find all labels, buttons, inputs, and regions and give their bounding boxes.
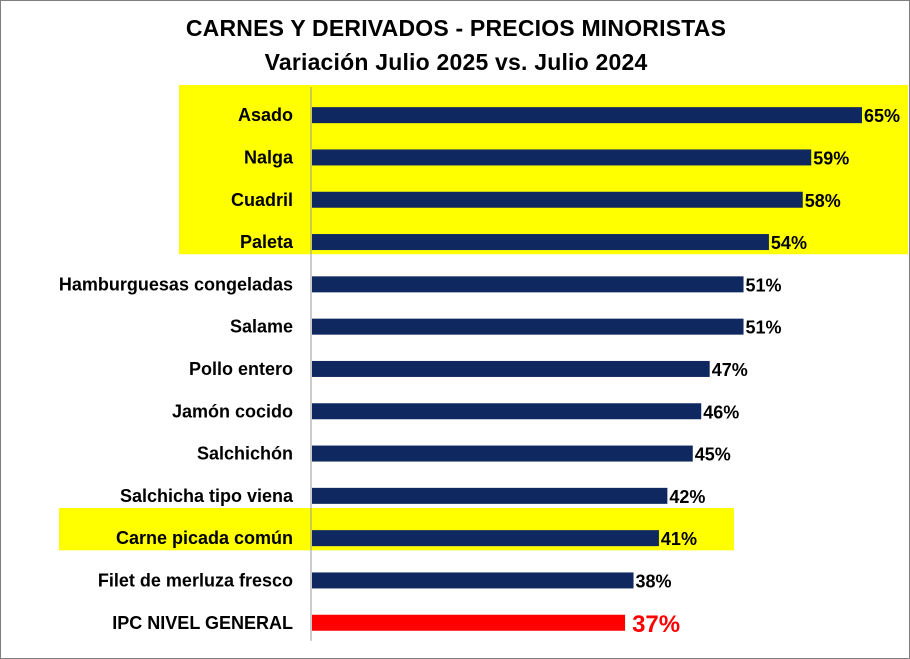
value-label: 51%	[746, 318, 782, 338]
value-label: 58%	[805, 191, 841, 211]
value-label: 47%	[712, 360, 748, 380]
category-label: Filet de merluza fresco	[98, 570, 293, 590]
category-label: Paleta	[240, 232, 294, 252]
value-label: 46%	[703, 402, 739, 422]
bar	[312, 234, 769, 251]
reference-bar	[312, 614, 626, 631]
value-label: 51%	[746, 275, 782, 295]
category-label: Carne picada común	[116, 528, 293, 548]
category-label: Salchichón	[197, 444, 293, 464]
value-label: 41%	[661, 529, 697, 549]
value-label: 59%	[813, 148, 849, 168]
category-label: Jamón cocido	[172, 401, 293, 421]
value-label: 65%	[864, 106, 900, 126]
category-label: Hamburguesas congeladas	[59, 274, 293, 294]
value-label: 45%	[695, 445, 731, 465]
bar	[312, 360, 710, 377]
bar	[312, 572, 634, 589]
bar	[312, 276, 744, 293]
value-label: 42%	[669, 487, 705, 507]
category-label: Nalga	[244, 147, 294, 167]
value-label: 38%	[636, 571, 672, 591]
bar	[312, 318, 744, 335]
category-label: Salchicha tipo viena	[120, 486, 294, 506]
bar	[312, 403, 702, 420]
category-label: Cuadril	[231, 190, 293, 210]
bar	[312, 487, 668, 504]
value-label: 37%	[632, 611, 680, 638]
value-label: 54%	[771, 233, 807, 253]
category-label: IPC NIVEL GENERAL	[112, 613, 293, 633]
chart-title: CARNES Y DERIVADOS - PRECIOS MINORISTAS	[185, 15, 727, 41]
bar	[312, 149, 812, 166]
bar	[312, 530, 659, 547]
bar	[312, 445, 693, 462]
category-label: Asado	[238, 105, 293, 125]
bar	[312, 107, 862, 124]
category-label: Pollo entero	[189, 359, 293, 379]
bar	[312, 191, 803, 208]
chart-subtitle: Variación Julio 2025 vs. Julio 2024	[264, 49, 648, 75]
category-label: Salame	[230, 317, 293, 337]
